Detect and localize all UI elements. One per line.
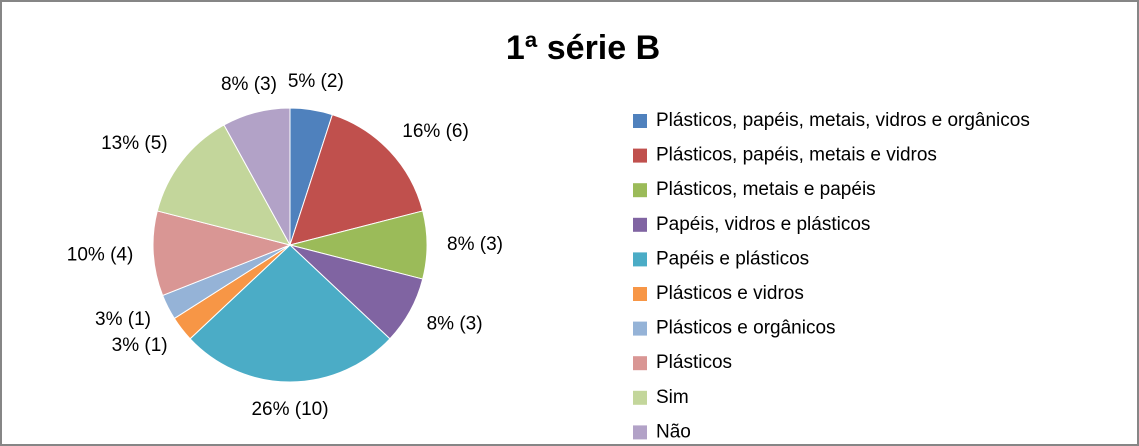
pie-slice — [223, 107, 291, 246]
legend-swatch — [633, 356, 647, 371]
legend-label: Papéis, vidros e plásticos — [656, 214, 870, 235]
legend-swatch — [633, 287, 647, 301]
chart-title: 1ª série B — [506, 29, 660, 67]
data-label: 16% (6) — [402, 121, 469, 142]
legend-label: Plásticos — [656, 352, 732, 373]
legend-swatch — [633, 425, 647, 440]
data-label: 5% (2) — [288, 71, 344, 92]
data-label: 8% (3) — [427, 314, 483, 335]
pie-slice — [289, 114, 424, 246]
pie-slice — [152, 210, 292, 297]
data-label: 13% (5) — [101, 133, 168, 154]
data-label: 8% (3) — [221, 74, 277, 95]
pie-slice — [189, 244, 391, 383]
legend-swatch — [633, 217, 647, 232]
data-label: 3% (1) — [95, 309, 151, 330]
data-label: 26% (10) — [251, 399, 328, 420]
data-label: 3% (1) — [112, 335, 168, 356]
data-label: 10% (4) — [67, 244, 134, 265]
pie-slice — [156, 124, 291, 246]
legend-label: Plásticos e orgânicos — [656, 318, 836, 339]
legend-label: Sim — [656, 387, 689, 408]
legend-swatch — [633, 390, 647, 405]
legend-label: Não — [656, 421, 691, 442]
legend-label: Plásticos e vidros — [656, 283, 804, 304]
legend-label: Plásticos, metais e papéis — [656, 179, 876, 200]
legend-label: Plásticos, papéis, metais e vidros — [656, 145, 937, 166]
legend-swatch — [633, 252, 647, 267]
legend-swatch — [633, 183, 647, 198]
legend-swatch — [633, 148, 647, 163]
legend-label: Plásticos, papéis, metais, vidros e orgâ… — [656, 110, 1030, 131]
legend-swatch — [633, 321, 647, 336]
legend-swatch — [633, 114, 647, 128]
data-label: 8% (3) — [447, 234, 503, 255]
legend-label: Papéis e plásticos — [656, 248, 809, 269]
